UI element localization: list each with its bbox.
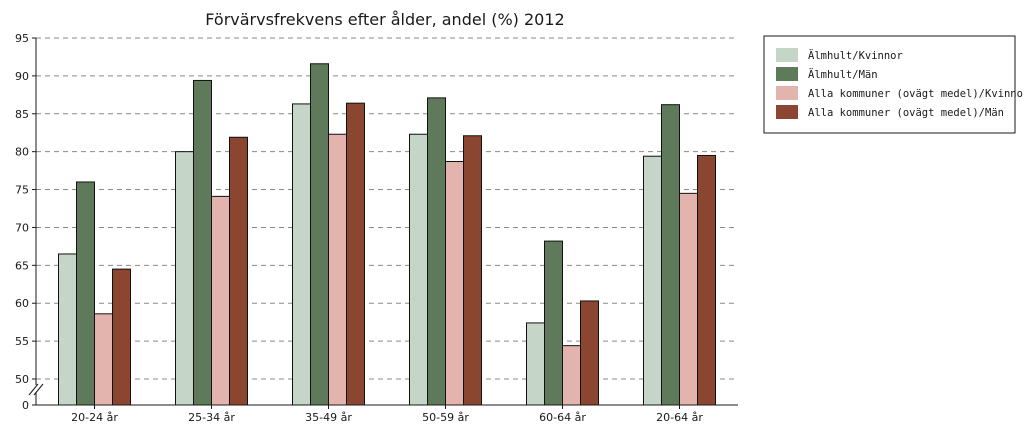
bar bbox=[76, 181, 95, 406]
y-tick-label: 80 bbox=[15, 146, 29, 159]
x-tick-label: 35-49 år bbox=[305, 411, 352, 424]
legend: Älmhult/Kvinnor Älmhult/Män Alla kommuner … bbox=[763, 35, 1024, 134]
bar bbox=[229, 136, 248, 406]
bar bbox=[175, 151, 194, 406]
bars bbox=[58, 63, 716, 406]
y-tick-label: 85 bbox=[15, 108, 29, 121]
legend-swatch bbox=[776, 86, 798, 100]
bar bbox=[193, 79, 212, 406]
bar bbox=[211, 195, 230, 406]
legend-box bbox=[763, 35, 1016, 134]
bar bbox=[310, 63, 329, 406]
grid bbox=[36, 37, 738, 380]
bar bbox=[661, 104, 680, 406]
bar bbox=[94, 313, 113, 406]
bar bbox=[409, 133, 428, 406]
chart-title: Förvärvsfrekvens efter ålder, andel (%) … bbox=[205, 10, 564, 29]
axes: 95 90 85 80 75 70 65 60 55 50 0 20-24 år 25-34 år 35-… bbox=[15, 32, 738, 424]
bar bbox=[445, 161, 464, 406]
bar bbox=[427, 97, 446, 406]
x-tick-label: 25-34 år bbox=[188, 411, 235, 424]
legend-label: Alla kommuner (ovägt medel)/Kvinnor bbox=[808, 88, 1024, 100]
x-tick-label: 50-59 år bbox=[422, 411, 469, 424]
bar bbox=[463, 135, 482, 406]
bar bbox=[697, 154, 716, 406]
legend-swatch bbox=[776, 48, 798, 62]
y-tick-label: 55 bbox=[15, 335, 29, 348]
bar bbox=[544, 240, 563, 406]
legend-label: Alla kommuner (ovägt medel)/Män bbox=[808, 107, 1004, 119]
bar bbox=[292, 103, 311, 406]
bar bbox=[562, 345, 581, 406]
x-tick-label: 20-64 år bbox=[656, 411, 703, 424]
bar bbox=[643, 155, 662, 406]
bar bbox=[58, 253, 77, 406]
bar bbox=[526, 322, 545, 406]
bar bbox=[346, 102, 365, 406]
bar bbox=[580, 300, 599, 406]
y-tick-label: 0 bbox=[22, 399, 29, 412]
bar bbox=[679, 192, 698, 406]
y-tick-label: 65 bbox=[15, 259, 29, 272]
axis-break-mark bbox=[28, 383, 44, 396]
y-tick-label: 60 bbox=[15, 297, 29, 310]
bar bbox=[328, 133, 347, 406]
y-tick-label: 95 bbox=[15, 32, 29, 45]
y-tick-label: 75 bbox=[15, 184, 29, 197]
legend-swatch bbox=[776, 105, 798, 119]
x-tick-label: 60-64 år bbox=[539, 411, 586, 424]
x-tick-label: 20-24 år bbox=[71, 411, 118, 424]
y-tick-label: 90 bbox=[15, 70, 29, 83]
bar bbox=[112, 268, 131, 406]
y-tick-label: 70 bbox=[15, 221, 29, 234]
legend-label: Älmhult/Kvinnor bbox=[808, 49, 903, 62]
legend-label: Älmhult/Män bbox=[808, 68, 878, 81]
legend-swatch bbox=[776, 67, 798, 81]
y-tick-label: 50 bbox=[15, 373, 29, 386]
